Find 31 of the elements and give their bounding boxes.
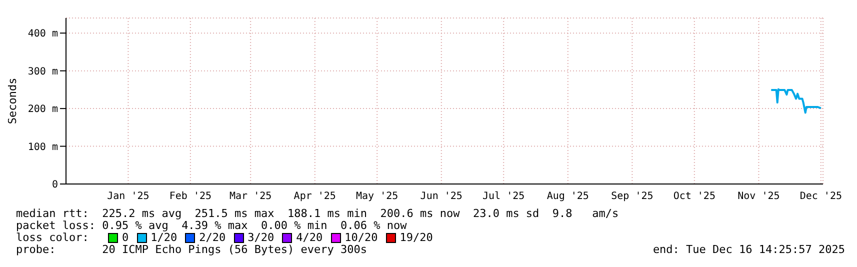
text: 1/20 xyxy=(150,231,178,244)
y-tick-label: 100 m xyxy=(28,142,58,153)
x-tick-label: Jul '25 xyxy=(482,191,525,202)
x-tick-label: Jun '25 xyxy=(420,191,462,202)
text: end: Tue Dec 16 14:25:57 2025 xyxy=(652,243,845,256)
x-tick-label: Nov '25 xyxy=(738,191,780,202)
line-series xyxy=(770,88,822,114)
text: packet loss: 0.95 % avg 4.39 % max 0.00 % min 0.06 % now xyxy=(16,219,408,232)
y-tick-label: 300 m xyxy=(28,66,58,78)
x-tick-label: Apr '25 xyxy=(294,191,336,202)
y-tick-label: 200 m xyxy=(28,104,58,116)
x-tick-label: Oct '25 xyxy=(673,191,716,202)
y-tick-label: 400 m xyxy=(28,28,58,40)
x-tick-label: Sep '25 xyxy=(611,191,654,202)
x-tick-label: Dec '25 xyxy=(800,191,842,202)
x-tick-label: Mar '25 xyxy=(230,191,272,202)
x-tick-label: Aug '25 xyxy=(546,191,589,202)
text: probe: 20 ICMP Echo Pings (56 Bytes) every 300s xyxy=(16,243,367,256)
text: 10/20 xyxy=(344,231,378,244)
text: 2/20 xyxy=(198,231,226,244)
text: median rtt: 225.2 ms avg 251.5 ms max 188.1 ms min 200.6 ms now 23.0 ms sd 9.8 am/s xyxy=(16,207,620,220)
text: 3/20 xyxy=(246,231,274,244)
y-axis-title: Seconds xyxy=(6,78,19,124)
x-tick-label: Jan '25 xyxy=(107,191,150,202)
text: 0 xyxy=(121,231,129,244)
text: 19/20 xyxy=(398,231,433,244)
y-tick-label: 0 xyxy=(52,180,58,191)
x-tick-label: May '25 xyxy=(356,191,398,202)
text: loss color: xyxy=(16,231,90,244)
x-tick-label: Feb '25 xyxy=(169,191,212,202)
text: 4/20 xyxy=(295,231,323,244)
